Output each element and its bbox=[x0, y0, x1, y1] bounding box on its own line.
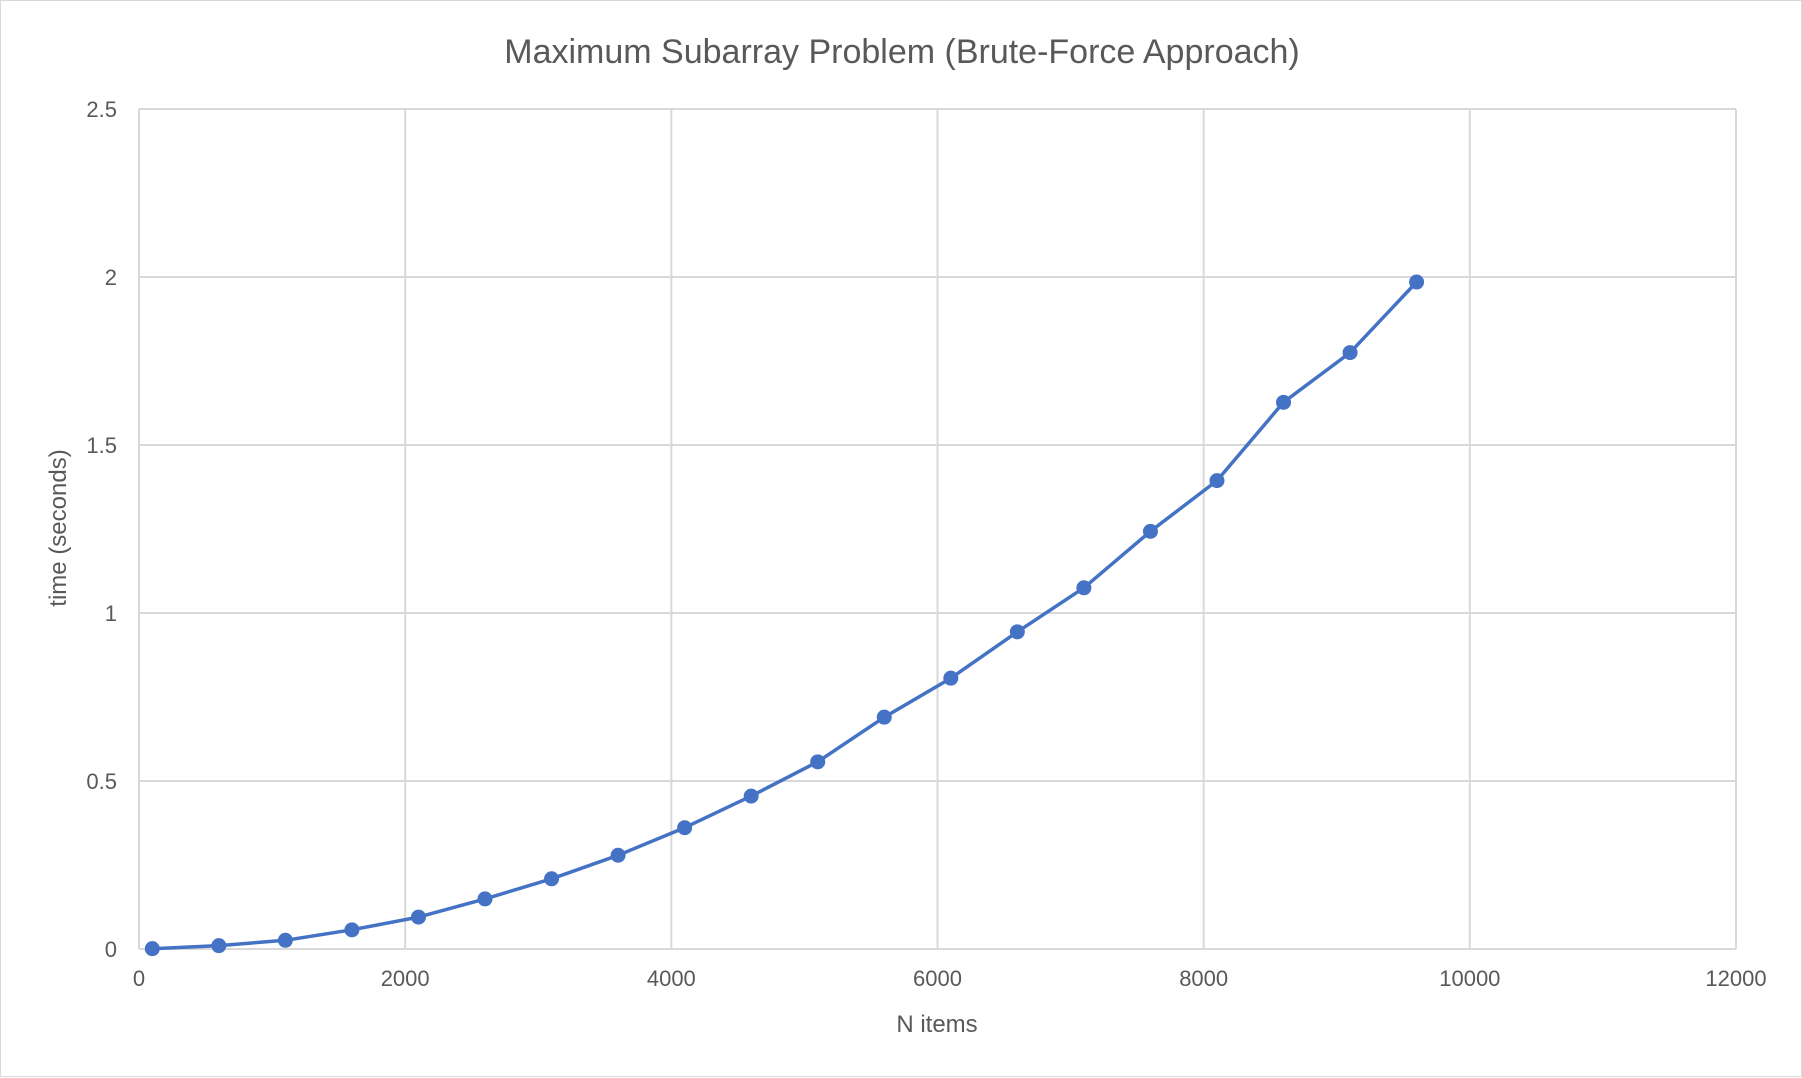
x-tick-label: 4000 bbox=[647, 966, 696, 991]
data-point bbox=[1009, 624, 1025, 640]
data-point bbox=[1342, 345, 1358, 361]
data-point bbox=[477, 891, 493, 907]
x-tick-label: 12000 bbox=[1705, 966, 1766, 991]
series-line bbox=[150, 280, 1419, 951]
data-point bbox=[1409, 274, 1425, 290]
x-tick-label: 2000 bbox=[381, 966, 430, 991]
data-point bbox=[410, 909, 426, 925]
data-point bbox=[277, 932, 293, 948]
data-point bbox=[677, 820, 693, 836]
y-tick-label: 0 bbox=[105, 937, 117, 962]
y-tick-label: 1.5 bbox=[86, 433, 117, 458]
data-point bbox=[1209, 473, 1225, 489]
y-tick-label: 0.5 bbox=[86, 769, 117, 794]
data-point bbox=[810, 754, 826, 770]
y-tick-label: 2 bbox=[105, 265, 117, 290]
tick-labels: 0 2000 4000 6000 8000 10000 12000 0 0.5 1 1.5 2 2.5 bbox=[86, 97, 1766, 991]
x-tick-label: 8000 bbox=[1179, 966, 1228, 991]
y-tick-label: 1 bbox=[105, 601, 117, 626]
data-point bbox=[1142, 523, 1158, 539]
x-axis-title: N items bbox=[896, 1011, 977, 1038]
data-point bbox=[344, 922, 360, 938]
y-axis-title: time (seconds) bbox=[45, 449, 72, 606]
y-tick-label: 2.5 bbox=[86, 97, 117, 122]
data-point bbox=[743, 788, 759, 804]
x-tick-label: 6000 bbox=[913, 966, 962, 991]
data-point bbox=[544, 871, 560, 887]
gridlines bbox=[138, 108, 1737, 950]
chart-title: Maximum Subarray Problem (Brute-Force Ap… bbox=[504, 33, 1300, 71]
data-point bbox=[1076, 580, 1092, 596]
data-point bbox=[144, 941, 160, 957]
data-series bbox=[144, 274, 1425, 957]
x-tick-label: 0 bbox=[133, 966, 145, 991]
data-point bbox=[943, 670, 959, 686]
data-point bbox=[610, 847, 626, 863]
x-tick-label: 10000 bbox=[1439, 966, 1500, 991]
data-point bbox=[211, 938, 227, 954]
data-point bbox=[876, 709, 892, 725]
data-point bbox=[1276, 394, 1292, 410]
